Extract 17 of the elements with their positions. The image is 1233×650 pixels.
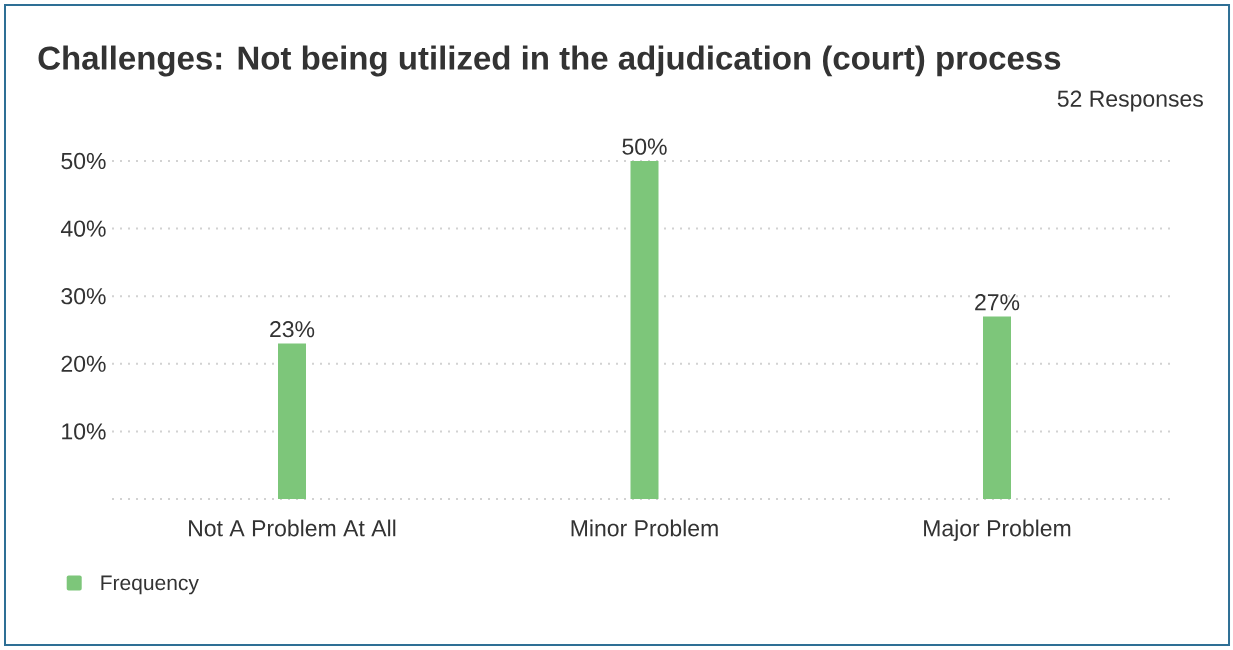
bar: [630, 161, 659, 499]
data-label: 50%: [622, 138, 667, 155]
y-tick-label: 20%: [61, 355, 106, 372]
chart-subtitle: 52 Responses: [1057, 90, 1203, 112]
x-tick-label: Major Problem: [924, 519, 1071, 541]
y-tick-label: 30%: [61, 288, 106, 305]
x-tick-label: Minor Problem: [571, 519, 718, 537]
y-tick-label: 10%: [62, 423, 106, 440]
legend-label: Frequency: [101, 575, 199, 595]
data-label: 27%: [975, 294, 1020, 311]
x-tick-label: Not A Problem At All: [189, 519, 396, 537]
bar: [278, 343, 306, 499]
y-tick-label: 50%: [61, 152, 106, 170]
chart-title: Challenges: Not being utilized in the adjudication (court) process: [38, 45, 1061, 77]
y-tick-label: 40%: [60, 220, 106, 237]
bar: [983, 316, 1011, 499]
data-label: 23%: [270, 321, 315, 338]
